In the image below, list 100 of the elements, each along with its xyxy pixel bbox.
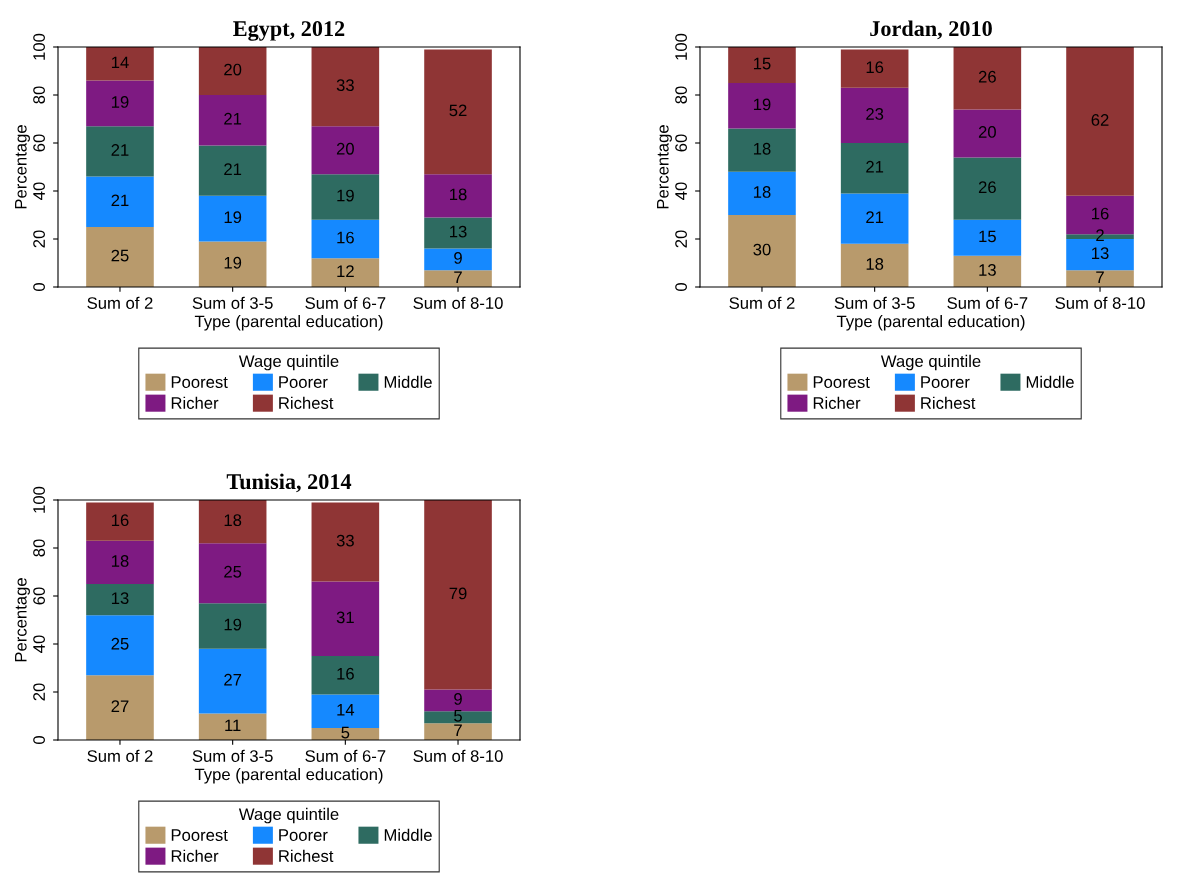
bar bbox=[840, 143, 909, 194]
data-label: 21 bbox=[111, 194, 129, 207]
x-axis-title: Type (parental education) bbox=[194, 315, 383, 331]
bar bbox=[840, 49, 909, 88]
legend-label: Richest bbox=[279, 396, 334, 409]
data-label: 9 bbox=[454, 693, 462, 705]
y-tick-label: 40 bbox=[33, 182, 45, 200]
data-label: 12 bbox=[337, 265, 354, 277]
data-label: 18 bbox=[224, 514, 242, 527]
bar bbox=[728, 171, 796, 215]
data-label: 15 bbox=[979, 230, 996, 243]
data-label: 13 bbox=[1092, 247, 1109, 260]
bar bbox=[86, 675, 154, 740]
x-tick-label: Sum of 3-5 bbox=[834, 296, 915, 309]
data-label: 25 bbox=[111, 637, 129, 650]
data-label: 27 bbox=[111, 700, 129, 712]
data-label: 19 bbox=[337, 189, 354, 202]
x-axis-title: Type (parental education) bbox=[836, 315, 1025, 331]
data-label: 23 bbox=[866, 108, 884, 120]
bar bbox=[953, 255, 1022, 287]
bar bbox=[198, 241, 267, 287]
bar bbox=[86, 615, 154, 676]
y-tick-label: 100 bbox=[33, 33, 45, 60]
y-tick-label: 0 bbox=[33, 736, 45, 744]
bar bbox=[86, 126, 154, 177]
y-axis-title: Percentage bbox=[15, 125, 30, 209]
y-tick-label: 0 bbox=[33, 283, 45, 291]
bar bbox=[86, 47, 154, 81]
data-label: 13 bbox=[979, 264, 996, 276]
bar bbox=[953, 109, 1022, 158]
legend-label: Poorer bbox=[921, 376, 970, 388]
x-tick-label: Sum of 2 bbox=[87, 296, 153, 309]
bar bbox=[424, 248, 492, 271]
x-tick-label: Sum of 8-10 bbox=[413, 296, 503, 309]
bar bbox=[840, 243, 909, 287]
data-label: 31 bbox=[336, 611, 354, 624]
legend-label: Poorest bbox=[813, 376, 870, 388]
data-label: 5 bbox=[454, 710, 462, 722]
data-label: 7 bbox=[454, 271, 462, 283]
data-label: 9 bbox=[454, 252, 462, 264]
bar bbox=[86, 540, 154, 584]
legend-label: Richest bbox=[921, 396, 976, 409]
legend-label: Richer bbox=[171, 849, 219, 862]
data-label: 16 bbox=[337, 667, 354, 680]
data-label: 79 bbox=[449, 587, 467, 600]
x-tick-label: Sum of 3-5 bbox=[192, 749, 273, 762]
legend-label: Middle bbox=[384, 828, 432, 841]
data-label: 25 bbox=[111, 249, 129, 262]
data-label: 19 bbox=[111, 96, 129, 108]
bar bbox=[311, 694, 380, 728]
data-label: 33 bbox=[336, 79, 354, 92]
bar bbox=[311, 219, 380, 259]
bar bbox=[311, 581, 380, 656]
y-tick-label: 100 bbox=[675, 33, 687, 60]
data-label: 21 bbox=[866, 160, 884, 173]
bar bbox=[840, 87, 909, 143]
legend-label: Poorer bbox=[279, 376, 328, 388]
data-label: 26 bbox=[978, 70, 996, 83]
chart-title: Jordan, 2010 bbox=[870, 20, 992, 40]
bar bbox=[198, 47, 267, 95]
data-label: 21 bbox=[224, 112, 242, 125]
bar bbox=[424, 711, 492, 724]
bar bbox=[953, 157, 1022, 220]
bar bbox=[728, 83, 796, 129]
data-label: 30 bbox=[753, 243, 771, 256]
legend-label: Poorer bbox=[279, 829, 328, 841]
bar bbox=[198, 543, 267, 604]
bar bbox=[311, 126, 380, 175]
data-label: 20 bbox=[224, 63, 242, 76]
y-tick-label: 40 bbox=[33, 635, 45, 653]
bar bbox=[311, 656, 380, 695]
bar bbox=[1066, 270, 1134, 287]
legend-label: Richer bbox=[813, 396, 861, 409]
legend-title: Wage quintile bbox=[238, 807, 339, 824]
y-tick-label: 0 bbox=[675, 283, 687, 291]
legend-label: Middle bbox=[384, 375, 432, 388]
bar bbox=[424, 270, 492, 287]
y-tick-label: 80 bbox=[33, 86, 45, 104]
legend-title: Wage quintile bbox=[238, 354, 339, 371]
bar bbox=[198, 603, 267, 649]
y-tick-label: 60 bbox=[33, 587, 45, 605]
y-tick-label: 80 bbox=[33, 539, 45, 557]
legend-title: Wage quintile bbox=[880, 354, 981, 371]
data-label: 20 bbox=[336, 142, 354, 155]
bar bbox=[311, 174, 380, 220]
data-label: 21 bbox=[224, 163, 242, 175]
data-label: 15 bbox=[753, 57, 771, 70]
data-label: 18 bbox=[753, 186, 771, 198]
data-label: 52 bbox=[449, 104, 467, 117]
bar bbox=[198, 145, 267, 196]
y-tick-label: 40 bbox=[675, 182, 687, 200]
bar bbox=[86, 80, 154, 127]
bar bbox=[840, 193, 909, 244]
bar bbox=[728, 128, 796, 172]
bar bbox=[311, 258, 380, 287]
data-label: 5 bbox=[341, 726, 350, 739]
legend-label: Poorest bbox=[171, 829, 228, 841]
bar bbox=[424, 217, 492, 249]
x-axis-title: Type (parental education) bbox=[194, 768, 383, 784]
bar bbox=[424, 174, 492, 218]
